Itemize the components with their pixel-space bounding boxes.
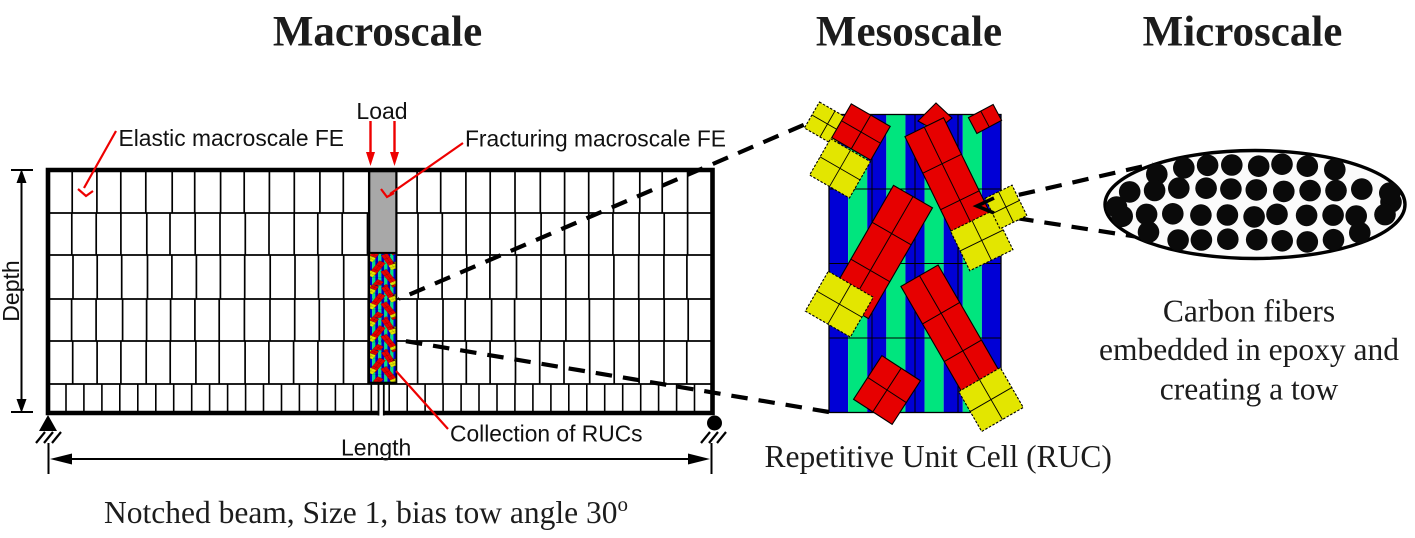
svg-text:Length: Length (341, 435, 411, 461)
svg-text:Collection of RUCs: Collection of RUCs (450, 421, 643, 447)
svg-text:Carbon fibers: Carbon fibers (1163, 294, 1335, 329)
svg-text:Mesoscale: Mesoscale (816, 9, 1002, 56)
svg-text:Microscale: Microscale (1143, 9, 1343, 56)
svg-text:Load: Load (356, 98, 407, 124)
svg-text:creating a tow: creating a tow (1160, 372, 1339, 407)
svg-text:Elastic macroscale FE: Elastic macroscale FE (119, 125, 345, 151)
svg-text:Repetitive Unit Cell (RUC): Repetitive Unit Cell (RUC) (765, 439, 1112, 474)
svg-text:embedded in epoxy and: embedded in epoxy and (1099, 332, 1399, 367)
svg-text:Depth: Depth (0, 260, 24, 321)
svg-text:Notched beam, Size 1, bias tow: Notched beam, Size 1, bias tow angle 30o (104, 492, 628, 530)
svg-text:Macroscale: Macroscale (273, 9, 482, 56)
svg-text:Fracturing macroscale FE: Fracturing macroscale FE (465, 126, 726, 152)
